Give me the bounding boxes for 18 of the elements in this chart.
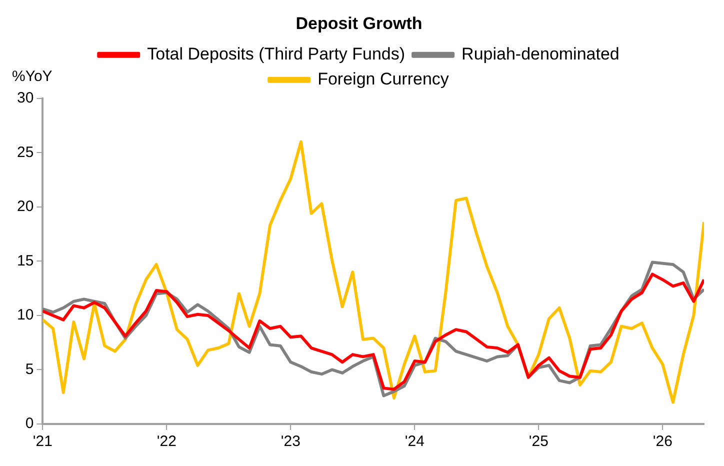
- y-tick-label: 15: [16, 252, 34, 270]
- x-tick-label: '22: [156, 433, 176, 450]
- y-tick-label: 10: [16, 306, 34, 324]
- legend-label: Rupiah-denominated: [462, 44, 620, 64]
- y-axis-title: %YoY: [12, 68, 52, 86]
- x-tick-label: '21: [32, 433, 52, 450]
- x-tick-label: '26: [652, 433, 672, 450]
- x-tick-label: '24: [404, 433, 424, 450]
- chart-title: Deposit Growth: [296, 14, 422, 33]
- x-tick-label: '23: [280, 433, 300, 450]
- y-tick-label: 5: [25, 360, 34, 378]
- y-tick-label: 25: [16, 144, 34, 161]
- y-tick-label: 30: [16, 90, 34, 107]
- legend-label: Foreign Currency: [318, 70, 450, 89]
- x-tick-label: '25: [528, 433, 548, 450]
- legend-label: Total Deposits (Third Party Funds): [147, 44, 406, 64]
- y-tick-label: 0: [25, 415, 34, 432]
- y-tick-label: 20: [16, 198, 34, 216]
